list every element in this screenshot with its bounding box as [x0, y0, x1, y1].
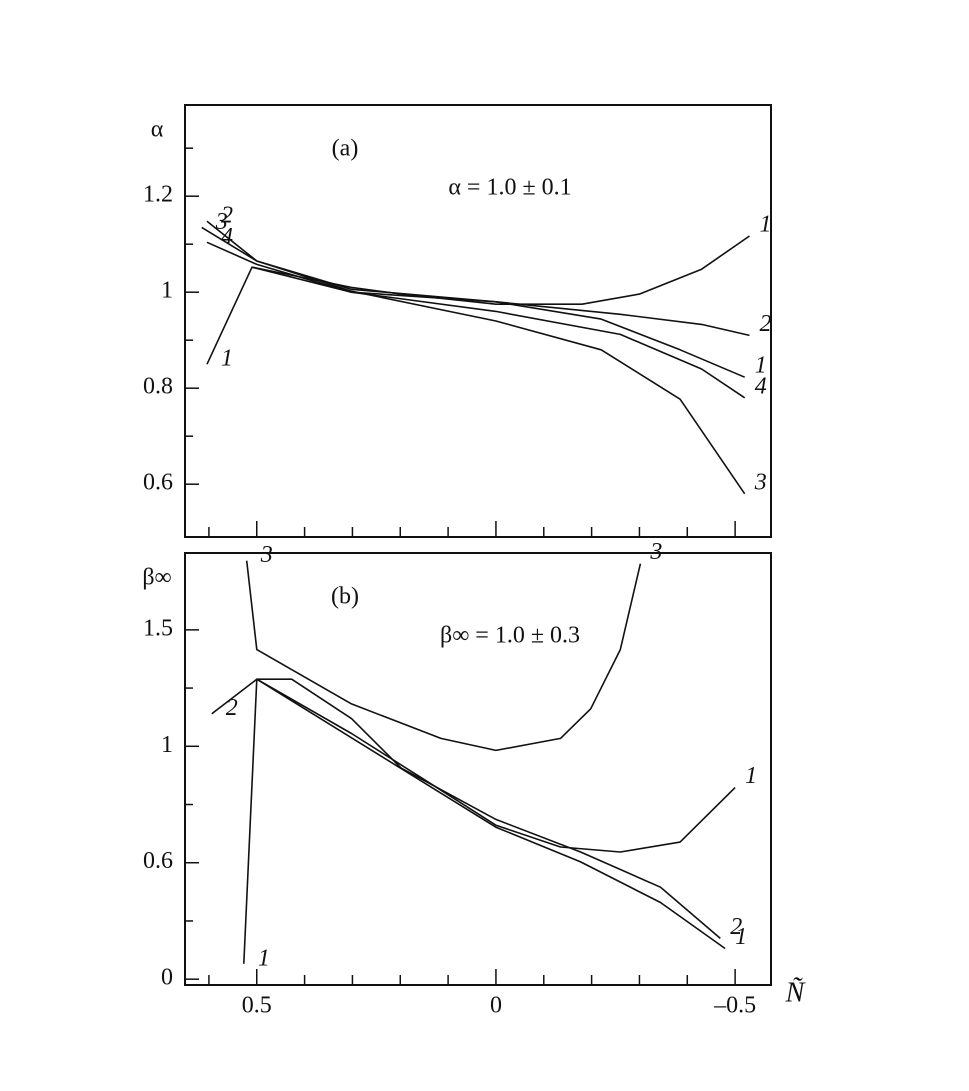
series-label: 2 [226, 695, 238, 721]
y-tick-label: 0.8 [143, 374, 173, 400]
x-tick-label: –0.5 [713, 993, 756, 1019]
y-tick-label: 1 [161, 732, 173, 758]
y-tick-label: 1.2 [143, 182, 173, 208]
y-axis-label: α [151, 117, 164, 143]
series-line [201, 226, 746, 495]
plot-frame [184, 552, 772, 986]
series-label: 4 [755, 373, 767, 399]
series-line [256, 678, 726, 950]
y-tick-label: 0 [161, 965, 173, 991]
series-label: 1 [755, 353, 767, 379]
x-tick-label: 0 [490, 993, 502, 1019]
y-axis-label: β∞ [142, 565, 171, 591]
panel-label: (b) [331, 584, 359, 610]
y-tick-label: 1.5 [143, 615, 173, 641]
panel-label: (a) [332, 136, 359, 162]
annotation: β∞ = 1.0 ± 0.3 [440, 623, 580, 649]
series-line [206, 220, 750, 337]
series-line [206, 235, 750, 365]
series-label: 1 [221, 346, 233, 372]
series-label: 3 [649, 539, 662, 565]
x-axis-label: Ñ [785, 977, 806, 1008]
series-label: 3 [260, 542, 273, 568]
series-label: 4 [221, 224, 233, 250]
series-line [245, 560, 642, 752]
series-label: 1 [745, 763, 757, 789]
y-tick-label: 1 [161, 278, 173, 304]
series-label: 1 [258, 945, 270, 971]
series-label: 3 [215, 209, 228, 235]
x-tick-label: 0.5 [242, 993, 272, 1019]
y-tick-label: 0.6 [143, 848, 173, 874]
series-label: 1 [759, 212, 771, 238]
y-tick-label: 0.6 [143, 470, 173, 496]
series-line [206, 241, 746, 399]
series-label: 2 [759, 311, 771, 337]
series-label: 2 [221, 203, 233, 229]
series-line [243, 678, 736, 964]
plot-frame [184, 104, 772, 538]
series-label: 3 [754, 469, 767, 495]
series-label: 2 [730, 914, 742, 940]
series-label: 1 [735, 924, 747, 950]
annotation: α = 1.0 ± 0.1 [448, 175, 571, 201]
